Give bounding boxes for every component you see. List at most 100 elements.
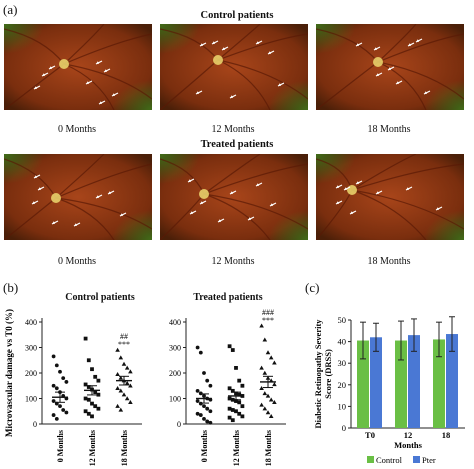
fundus-photo bbox=[316, 154, 464, 240]
caption-control-12: 12 Months bbox=[211, 124, 255, 135]
y-tick-label: 100 bbox=[169, 395, 181, 404]
y-tick-label: 20 bbox=[338, 380, 347, 390]
data-point bbox=[124, 380, 130, 385]
caption-control-18: 18 Months bbox=[367, 124, 411, 135]
data-point bbox=[237, 392, 242, 397]
lesion-arrowhead bbox=[248, 217, 252, 220]
lesion-arrowhead bbox=[49, 66, 53, 69]
lesion-arrowhead bbox=[96, 195, 100, 198]
data-point bbox=[90, 401, 94, 406]
data-point bbox=[262, 370, 268, 375]
retinal-vessel bbox=[377, 61, 464, 100]
data-point bbox=[205, 378, 210, 383]
legend-swatch bbox=[367, 456, 374, 463]
data-point bbox=[240, 414, 245, 419]
lesion-arrowhead bbox=[32, 201, 36, 204]
vignette bbox=[112, 80, 152, 110]
retinal-vessel bbox=[4, 28, 65, 65]
data-point bbox=[195, 411, 200, 416]
lesion-arrowhead bbox=[256, 41, 260, 44]
data-point bbox=[61, 376, 66, 380]
optic-disc bbox=[59, 59, 69, 69]
data-point bbox=[115, 347, 120, 352]
data-point bbox=[205, 419, 210, 424]
data-point bbox=[262, 406, 268, 411]
retinal-vessel bbox=[351, 154, 417, 191]
retinal-vessel bbox=[63, 24, 105, 65]
lesion-arrowhead bbox=[99, 101, 103, 104]
bar-chart-drss: Diabetic Retinopathy SeverityScore (DRSS… bbox=[313, 315, 465, 465]
y-tick-label: 400 bbox=[169, 318, 181, 327]
data-point bbox=[259, 323, 264, 328]
data-point bbox=[227, 406, 232, 411]
lesion-arrowhead bbox=[188, 179, 192, 182]
fundus-treated-0 bbox=[4, 154, 152, 240]
lesion-arrowhead bbox=[356, 43, 360, 46]
data-point bbox=[202, 371, 206, 375]
data-point bbox=[128, 383, 133, 388]
retinal-vessel bbox=[316, 61, 379, 110]
data-point bbox=[86, 397, 91, 402]
x-axis-label: Months bbox=[394, 440, 423, 450]
caption-treated-12: 12 Months bbox=[211, 256, 255, 267]
data-point bbox=[272, 360, 277, 365]
y-tick-label: 300 bbox=[25, 344, 37, 353]
lesion-arrowhead bbox=[222, 47, 226, 50]
optic-disc bbox=[199, 189, 209, 199]
retinal-vessel bbox=[63, 63, 152, 100]
vignette bbox=[424, 80, 464, 110]
x-tick-label: 12 Months bbox=[232, 430, 241, 466]
lesion-arrowhead bbox=[270, 203, 274, 206]
chart-title-treated: Treated patients bbox=[193, 292, 263, 303]
lesion-arrowhead bbox=[86, 81, 90, 84]
chart-title-control: Control patients bbox=[65, 292, 135, 303]
lesion-arrowhead bbox=[268, 51, 272, 54]
retinal-vessel bbox=[377, 33, 464, 63]
lesion-arrowhead bbox=[424, 91, 428, 94]
data-point bbox=[54, 363, 59, 368]
retinal-vessel bbox=[217, 24, 261, 61]
data-point bbox=[58, 404, 62, 409]
data-point bbox=[230, 408, 235, 412]
lesion-arrowhead bbox=[436, 207, 440, 210]
lesion-arrowhead bbox=[336, 201, 340, 204]
data-point bbox=[86, 358, 91, 363]
lesion-arrowhead bbox=[278, 83, 282, 86]
data-point bbox=[230, 348, 235, 352]
data-point bbox=[51, 354, 56, 359]
data-point bbox=[198, 350, 203, 355]
caption-control-0: 0 Months bbox=[57, 124, 97, 135]
lesion-arrowhead bbox=[350, 211, 354, 214]
data-point bbox=[51, 383, 56, 388]
caption-treated-18: 18 Months bbox=[367, 256, 411, 267]
lesion-arrowhead bbox=[108, 191, 112, 194]
data-point bbox=[234, 399, 238, 403]
retinal-vessel bbox=[203, 154, 261, 195]
data-point bbox=[51, 413, 56, 417]
data-point bbox=[115, 403, 120, 408]
fundus-photo bbox=[160, 154, 308, 240]
lesion-arrowhead bbox=[38, 187, 42, 190]
y-tick-label: 0 bbox=[342, 423, 346, 433]
data-point bbox=[93, 374, 98, 379]
data-point bbox=[198, 401, 203, 406]
fundus-control-0 bbox=[4, 24, 152, 110]
lesion-arrowhead bbox=[212, 41, 216, 44]
y-tick-label: 50 bbox=[338, 315, 347, 325]
lesion-arrowhead bbox=[42, 73, 46, 76]
data-point bbox=[96, 392, 101, 397]
x-tick-label: 18 bbox=[442, 430, 451, 440]
lesion-arrowhead bbox=[200, 43, 204, 46]
data-point bbox=[195, 345, 200, 350]
y-tick-label: 40 bbox=[338, 337, 347, 347]
y-axis-label-line: Score (DRSS) bbox=[323, 349, 333, 399]
bar-pter bbox=[446, 334, 458, 428]
retinal-vessel bbox=[217, 33, 308, 61]
lesion-arrowhead bbox=[104, 69, 108, 72]
x-tick-label: 12 bbox=[404, 430, 413, 440]
x-tick-label: 18 Months bbox=[120, 430, 129, 466]
data-point bbox=[96, 406, 101, 411]
lesion-arrowhead bbox=[196, 91, 200, 94]
lesion-arrowhead bbox=[96, 61, 100, 64]
data-point bbox=[86, 411, 91, 416]
